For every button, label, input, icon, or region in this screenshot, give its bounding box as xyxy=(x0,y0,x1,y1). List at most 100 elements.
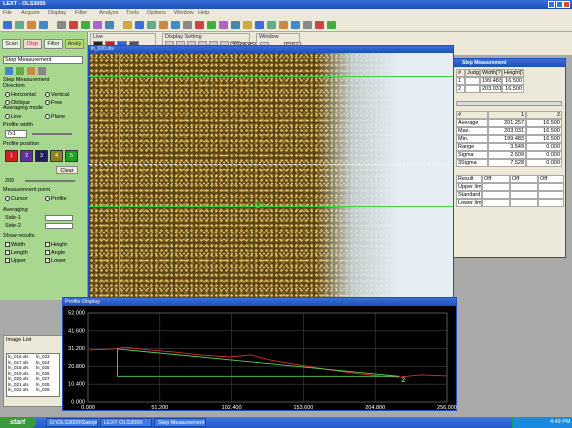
tool-button[interactable] xyxy=(57,21,66,29)
tool-button[interactable] xyxy=(207,21,216,29)
maximize[interactable] xyxy=(556,1,563,8)
tool-button[interactable] xyxy=(93,21,102,29)
tool-button[interactable] xyxy=(135,21,144,29)
microscope-image xyxy=(89,53,454,299)
tab[interactable]: Analy xyxy=(65,39,84,49)
table-cell xyxy=(465,85,480,93)
task-item[interactable]: Step Measurement xyxy=(154,418,206,427)
file-name[interactable]: ln_029 xyxy=(36,388,50,393)
menu-item[interactable]: File xyxy=(3,11,12,17)
option[interactable]: Profile xyxy=(45,196,67,202)
position-button[interactable]: 3 xyxy=(35,150,48,162)
tool-button[interactable] xyxy=(255,21,264,29)
menu-item[interactable]: Help xyxy=(198,11,209,17)
file-name[interactable]: ln_022.ols xyxy=(8,388,29,393)
tool-button[interactable] xyxy=(15,21,24,29)
group-label: Averaging mode xyxy=(3,106,43,112)
option[interactable]: Lower xyxy=(45,258,66,264)
file-name[interactable]: ln_016.ols xyxy=(8,355,29,360)
table-header: # xyxy=(456,69,465,77)
tool-icon[interactable] xyxy=(38,67,46,75)
tab[interactable]: Scan xyxy=(2,39,21,49)
option[interactable]: Horizontal xyxy=(5,92,36,98)
tab[interactable]: Filter xyxy=(44,39,63,49)
tool-button[interactable] xyxy=(327,21,336,29)
menu-item[interactable]: Tools xyxy=(126,11,139,17)
tab[interactable]: Disp xyxy=(23,39,42,49)
tool-icon[interactable] xyxy=(5,67,13,75)
title-bar: LEXT - OLS3000 xyxy=(0,0,572,9)
clear-button[interactable]: Clear xyxy=(56,166,78,174)
result-cell xyxy=(510,191,538,199)
file-name[interactable]: ln_027 xyxy=(36,377,50,382)
cursor-vertical xyxy=(119,53,120,299)
window-controls[interactable] xyxy=(548,1,570,8)
tool-button[interactable] xyxy=(219,21,228,29)
image-window: ln_020.ols xyxy=(88,45,454,299)
tool-button[interactable] xyxy=(279,21,288,29)
stats-cell: 0.000 xyxy=(526,151,562,159)
file-name[interactable]: ln_018.ols xyxy=(8,366,29,371)
tool-button[interactable] xyxy=(195,21,204,29)
option[interactable]: Free xyxy=(45,100,62,106)
option[interactable]: Angle xyxy=(45,250,65,256)
tool-button[interactable] xyxy=(105,21,114,29)
option[interactable]: Length xyxy=(5,250,28,256)
tool-button[interactable] xyxy=(243,21,252,29)
minimize[interactable] xyxy=(548,1,555,8)
tool-button[interactable] xyxy=(303,21,312,29)
tool-icon[interactable] xyxy=(27,67,35,75)
option[interactable]: Line xyxy=(5,114,21,120)
mode-dropdown[interactable]: Step Measurement xyxy=(3,56,83,64)
tool-button[interactable] xyxy=(39,21,48,29)
side-spin[interactable] xyxy=(45,215,73,221)
menu-item[interactable]: Window xyxy=(174,11,194,17)
stats-header: # xyxy=(456,111,488,119)
file-name[interactable]: ln_023 xyxy=(36,355,50,360)
menu-item[interactable]: Display xyxy=(48,11,66,17)
tool-button[interactable] xyxy=(183,21,192,29)
tool-button[interactable] xyxy=(291,21,300,29)
tool-button[interactable] xyxy=(27,21,36,29)
task-item[interactable]: LEXT OLS3000 xyxy=(100,418,152,427)
group-label: Show results xyxy=(3,234,35,240)
tool-button[interactable] xyxy=(171,21,180,29)
tool-button[interactable] xyxy=(147,21,156,29)
menu-item[interactable]: Acquire xyxy=(21,11,40,17)
position-button[interactable]: 5 xyxy=(65,150,78,162)
position-button[interactable]: 1 xyxy=(5,150,18,162)
tool-icon[interactable] xyxy=(16,67,24,75)
tool-button[interactable] xyxy=(69,21,78,29)
option[interactable]: Width xyxy=(5,242,25,248)
option[interactable]: Cursor xyxy=(5,196,28,202)
menu-item[interactable]: Filter xyxy=(75,11,87,17)
toolbar xyxy=(0,18,572,32)
file-name[interactable]: ln_020.ols xyxy=(8,377,29,382)
tool-button[interactable] xyxy=(231,21,240,29)
tool-button[interactable] xyxy=(3,21,12,29)
result-cell: Off xyxy=(538,175,564,183)
start-button[interactable]: start xyxy=(0,417,36,428)
close[interactable] xyxy=(563,1,570,8)
option[interactable]: Plane xyxy=(45,114,65,120)
profile-title-bar: Profile Display xyxy=(63,298,456,306)
menu-item[interactable]: Options xyxy=(147,11,166,17)
tool-button[interactable] xyxy=(159,21,168,29)
stats-cell: 0.000 xyxy=(526,143,562,151)
tool-button[interactable] xyxy=(315,21,324,29)
tool-button[interactable] xyxy=(267,21,276,29)
image-title: ln_020.ols xyxy=(91,46,114,52)
scrollbar xyxy=(456,101,562,106)
tool-button[interactable] xyxy=(123,21,132,29)
file-name[interactable]: ln_025 xyxy=(36,366,50,371)
width-box[interactable]: 7x1 xyxy=(5,130,27,138)
position-button[interactable]: 4 xyxy=(50,150,63,162)
task-item[interactable]: D:\OLS3000\Samples xyxy=(46,418,98,427)
tool-button[interactable] xyxy=(81,21,90,29)
menu-item[interactable]: Analyze xyxy=(99,11,119,17)
side-spin[interactable] xyxy=(45,223,73,229)
position-button[interactable]: 2 xyxy=(20,150,33,162)
option[interactable]: Height xyxy=(45,242,67,248)
option[interactable]: Upper xyxy=(5,258,26,264)
option[interactable]: Vertical xyxy=(45,92,69,98)
